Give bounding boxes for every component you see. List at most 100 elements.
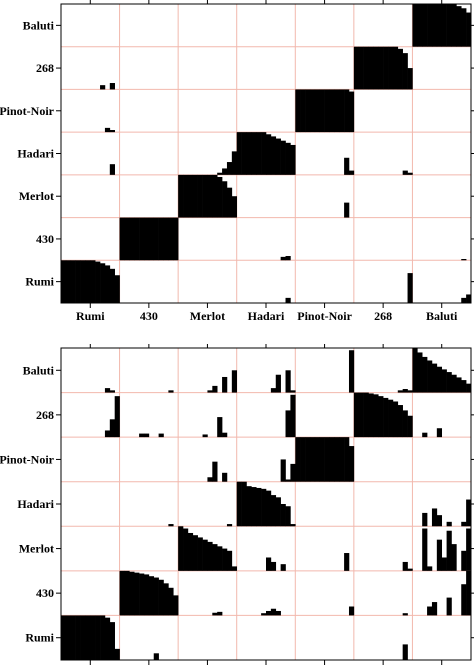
bar-Rumi-Rumi	[109, 622, 115, 660]
y-tick-label: Baluti	[23, 18, 55, 32]
bar-Hadari-Hadari	[270, 495, 277, 527]
bar-Rumi-Rumi	[114, 275, 120, 303]
bar-Rumi-Rumi	[100, 263, 106, 303]
bar-Baluti-Baluti	[456, 6, 462, 47]
bar-Rumi-268	[407, 273, 413, 303]
bar-Baluti-Baluti	[451, 4, 457, 47]
bar-430-430	[129, 217, 135, 261]
bar-268-268	[353, 392, 360, 438]
bar-Baluti-Baluti	[441, 369, 447, 393]
bar-Hadari-Hadari	[251, 132, 257, 175]
bar-Pinot-Noir-Pinot-Noir	[329, 89, 335, 133]
bar-Merlot-Merlot	[217, 546, 223, 571]
bar-Baluti-Baluti	[446, 4, 452, 47]
bar-430-430	[158, 217, 164, 261]
bar-430-430	[134, 217, 140, 261]
bar-268-268	[383, 46, 389, 90]
bar-Hadari-Hadari	[256, 487, 262, 527]
bar-268-Baluti	[422, 432, 428, 438]
bar-Hadari-Hadari	[251, 487, 257, 527]
bar-Merlot-Merlot	[207, 541, 213, 571]
bar-Baluti-Pinot-Noir	[348, 350, 355, 393]
bar-Merlot-268	[407, 568, 413, 571]
x-tick-label: 268	[374, 309, 392, 323]
y-tick-label: 268	[36, 61, 54, 75]
bar-Baluti-Baluti	[436, 4, 443, 47]
bar-Pinot-Noir-Pinot-Noir	[319, 89, 325, 133]
bar-Merlot-Merlot	[183, 528, 189, 571]
bar-430-430	[148, 217, 155, 261]
bar-430-430	[158, 579, 164, 616]
bar-Rumi-Rumi	[70, 260, 76, 303]
bar-268-268	[397, 405, 403, 438]
bar-Merlot-Baluti	[466, 528, 472, 571]
bar-430-430	[124, 570, 130, 616]
bar-Rumi-Rumi	[65, 615, 72, 660]
bar-Hadari-Hadari	[241, 481, 247, 527]
bar-Rumi-Rumi	[109, 268, 115, 303]
bar-Hadari-Hadari	[285, 506, 291, 527]
bar-Rumi-Rumi	[90, 260, 96, 303]
bar-Merlot-Merlot	[192, 174, 198, 218]
y-tick-label: Hadari	[17, 147, 54, 161]
bar-Rumi-Rumi	[104, 617, 111, 660]
bar-268-Rumi	[104, 430, 111, 438]
bar-Pinot-Noir-Pinot-Noir	[348, 91, 355, 133]
bar-Pinot-Noir-Pinot-Noir	[300, 437, 306, 482]
x-tick-label: Pinot-Noir	[297, 309, 352, 323]
heatmap-panel-2: RumiRumi430430MerlotMerlotHadariHadariPi…	[0, 344, 474, 665]
bar-268-268	[392, 46, 399, 90]
bar-Baluti-Baluti	[461, 8, 467, 47]
bar-Pinot-Noir-Pinot-Noir	[339, 437, 345, 482]
bar-Hadari-Merlot	[217, 172, 223, 175]
bar-268-268	[388, 46, 394, 90]
bar-430-Hadari	[266, 610, 272, 616]
bar-Pinot-Noir-Pinot-Noir	[324, 437, 330, 482]
bar-268-268	[407, 415, 413, 438]
bar-268-268	[378, 46, 384, 90]
bar-Hadari-Hadari	[246, 132, 252, 175]
bar-Baluti-Baluti	[417, 4, 423, 47]
bar-Hadari-Hadari	[246, 486, 252, 527]
bar-Pinot-Noir-Pinot-Noir	[348, 446, 355, 482]
bar-Hadari-Merlot	[231, 151, 238, 175]
bar-Merlot-Merlot	[183, 174, 189, 218]
bar-Merlot-Baluti	[441, 557, 447, 571]
bar-Merlot-Merlot	[187, 532, 194, 571]
bar-Rumi-Baluti	[461, 297, 467, 303]
bar-Merlot-Baluti	[436, 539, 443, 571]
bar-Merlot-Hadari	[266, 557, 272, 571]
bar-268-Rumi	[109, 83, 115, 90]
bar-Rumi-Rumi	[70, 615, 76, 660]
bar-Pinot-Noir-Pinot-Noir	[339, 89, 345, 133]
bar-430-430	[119, 570, 125, 616]
bar-268-268	[392, 401, 399, 438]
x-tick-label: Hadari	[248, 309, 285, 323]
bar-430-Hadari	[270, 608, 277, 616]
bar-430-430	[139, 573, 145, 616]
bar-Baluti-Baluti	[422, 4, 428, 47]
bar-Hadari-Rumi	[109, 164, 115, 175]
y-tick-label: Pinot-Noir	[0, 452, 55, 466]
bar-Pinot-Noir-Pinot-Noir	[344, 89, 350, 133]
bar-Merlot-Merlot	[202, 174, 208, 218]
bar-Baluti-Hadari	[285, 370, 291, 393]
bar-Merlot-Baluti	[427, 566, 433, 571]
bar-430-Pinot-Noir	[348, 606, 355, 616]
bar-Baluti-Merlot	[207, 390, 213, 393]
bar-Pinot-Noir-Pinot-Noir	[314, 437, 320, 482]
bar-Baluti-Baluti	[466, 12, 472, 47]
bar-Rumi-Rumi	[95, 261, 101, 303]
bar-268-268	[378, 396, 384, 438]
bar-Hadari-Hadari	[280, 504, 286, 527]
bar-Rumi-Rumi	[61, 260, 67, 303]
bar-Hadari-Baluti	[422, 512, 428, 527]
bar-Pinot-Noir-Pinot-Noir	[324, 89, 330, 133]
bar-Merlot-Merlot	[202, 539, 208, 571]
bar-Baluti-Hadari	[290, 390, 296, 393]
x-tick-label: 430	[140, 309, 158, 323]
bar-Hadari-Hadari	[280, 140, 286, 175]
bar-Baluti-430	[168, 390, 174, 393]
bar-Pinot-Noir-Merlot	[222, 472, 228, 482]
bar-430-430	[173, 217, 179, 261]
